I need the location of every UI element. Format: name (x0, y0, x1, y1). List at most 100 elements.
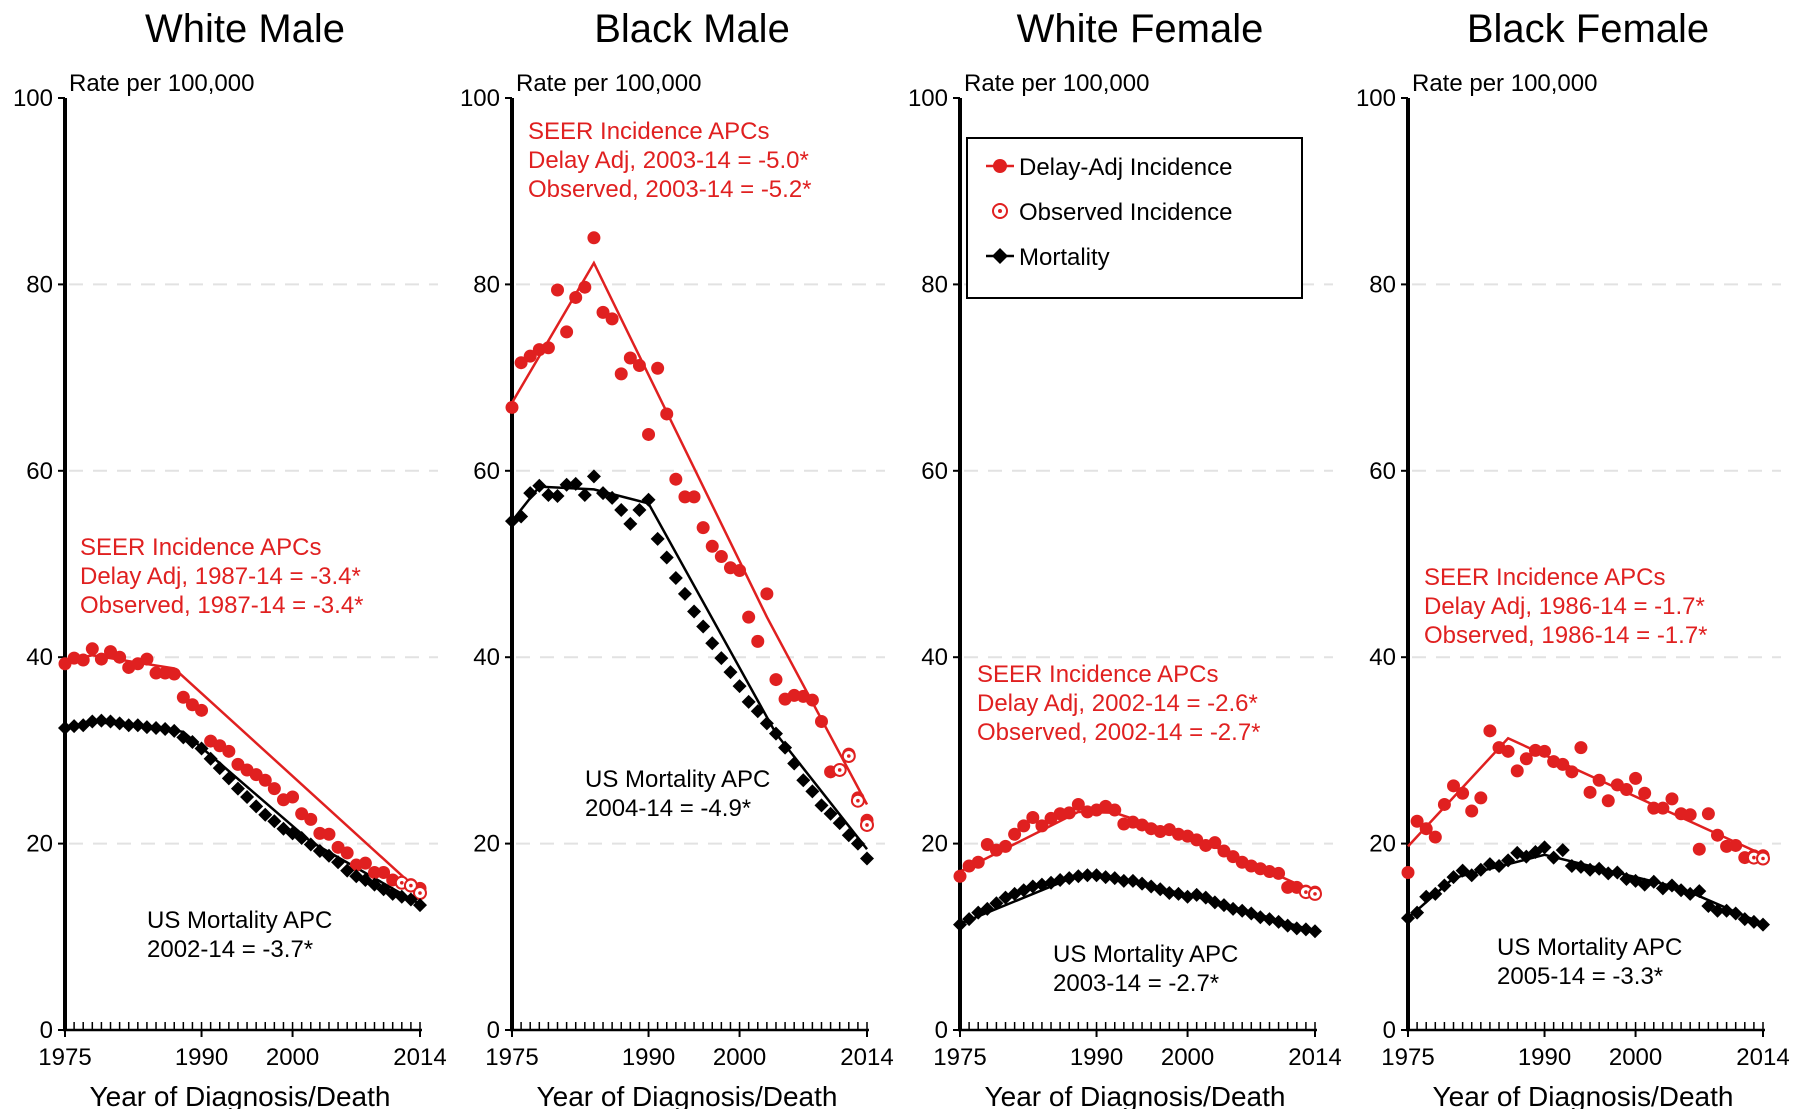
mortality-point (1446, 870, 1461, 885)
delay-adj-incidence-point (596, 305, 610, 319)
mortality-apc-annotation: 2005-14 = -3.3* (1497, 963, 1663, 990)
mortality-point (1289, 921, 1304, 936)
delay-adj-incidence-point (149, 666, 163, 680)
delay-adj-incidence-point (678, 490, 692, 504)
delay-adj-incidence-point (669, 472, 683, 486)
y-tick-label: 80 (921, 271, 948, 298)
x-tick-label: 1975 (933, 1044, 986, 1071)
mortality-point (677, 586, 692, 601)
delay-adj-incidence-point (971, 855, 985, 869)
mortality-point (1089, 868, 1104, 883)
mortality-point (1253, 910, 1268, 925)
mortality-point (1062, 871, 1077, 886)
mortality-point (614, 502, 629, 517)
incidence-apc-annotation: SEER Incidence APCs (528, 118, 769, 145)
delay-adj-incidence-point (523, 349, 537, 363)
y-tick-label: 20 (921, 831, 948, 858)
delay-adj-incidence-point (805, 693, 819, 707)
mortality-point (714, 651, 729, 666)
delay-adj-incidence-point (140, 652, 154, 666)
mortality-point (1692, 884, 1707, 899)
mortality-point (953, 917, 967, 932)
mortality-apc-annotation: 2004-14 = -4.9* (585, 795, 751, 822)
delay-adj-incidence-point (1410, 814, 1424, 828)
delay-adj-incidence-point (1272, 866, 1286, 880)
observed-incidence-point-center (1761, 856, 1765, 861)
mortality-point (321, 848, 336, 863)
mortality-point (532, 478, 547, 493)
incidence-apc-annotation: Delay Adj, 1986-14 = -1.7* (1424, 593, 1705, 620)
y-tick-label: 80 (1369, 271, 1396, 298)
delay-adj-incidence-point (1565, 765, 1579, 779)
y-tick-label: 20 (473, 831, 500, 858)
delay-adj-incidence-point (94, 652, 108, 666)
observed-incidence-point-center (856, 798, 860, 803)
mortality-apc-annotation: 2003-14 = -2.7* (1053, 970, 1219, 997)
delay-adj-incidence-point (267, 782, 281, 796)
legend-marker-diamond (992, 248, 1008, 264)
legend-marker-open-circle-center (998, 209, 1002, 213)
mortality-point (1619, 872, 1634, 887)
y-tick-label: 60 (26, 458, 53, 485)
incidence-apc-annotation: Delay Adj, 2003-14 = -5.0* (528, 147, 809, 174)
mortality-point (267, 814, 282, 829)
delay-adj-incidence-point (358, 856, 372, 870)
delay-adj-incidence-point (1208, 836, 1222, 850)
delay-adj-incidence-point (1281, 880, 1295, 894)
mortality-point (1053, 872, 1068, 887)
delay-adj-incidence-point (1510, 764, 1524, 778)
mortality-point (185, 735, 200, 750)
mortality-point (778, 740, 793, 755)
mortality-point (1546, 850, 1561, 865)
mortality-point (240, 790, 255, 804)
panel-title: Black Male (594, 7, 790, 51)
panel-title: White Female (1017, 7, 1264, 51)
delay-adj-incidence-point (340, 846, 354, 860)
x-tick-label: 1990 (175, 1044, 228, 1071)
delay-adj-incidence-point (1692, 842, 1706, 856)
mortality-point (258, 807, 273, 822)
mortality-point (94, 713, 109, 728)
mortality-point (1308, 924, 1322, 939)
delay-adj-incidence-point (1419, 822, 1433, 836)
delay-adj-incidence-point (514, 356, 528, 370)
incidence-apc-annotation: Delay Adj, 2002-14 = -2.6* (977, 690, 1258, 717)
delay-adj-incidence-point (195, 703, 209, 717)
mortality-point (130, 718, 145, 733)
delay-adj-incidence-point (1428, 830, 1442, 844)
mortality-point (294, 831, 309, 846)
mortality-point (340, 863, 355, 878)
x-tick-label: 2000 (1161, 1044, 1214, 1071)
delay-adj-incidence-point (651, 361, 665, 375)
x-tick-label: 2014 (840, 1044, 893, 1071)
mortality-point (1555, 843, 1570, 858)
y-axis-label: Rate per 100,000 (1412, 70, 1597, 97)
delay-adj-incidence-point (1483, 724, 1497, 738)
mortality-point (85, 714, 100, 729)
x-axis-label: Year of Diagnosis/Death (985, 1081, 1286, 1109)
delay-adj-incidence-point (367, 865, 381, 879)
delay-adj-incidence-point (1638, 786, 1652, 800)
mortality-point (523, 486, 538, 501)
y-tick-label: 60 (1369, 458, 1396, 485)
mortality-point (167, 723, 182, 738)
y-tick-label: 0 (935, 1017, 948, 1044)
incidence-apc-annotation: SEER Incidence APCs (977, 661, 1218, 688)
delay-adj-incidence-point (614, 367, 628, 381)
mortality-point (623, 516, 638, 531)
delay-adj-incidence-point (1008, 827, 1022, 841)
delay-adj-incidence-point (1465, 804, 1479, 818)
mortality-point (1437, 878, 1452, 893)
mortality-point (659, 550, 674, 565)
mortality-point (1162, 885, 1177, 900)
mortality-point (741, 694, 756, 709)
delay-adj-incidence-point (1583, 785, 1597, 799)
mortality-point (1610, 865, 1625, 880)
mortality-point (723, 665, 738, 680)
delay-adj-incidence-point (1062, 806, 1076, 820)
delay-adj-incidence-point (176, 690, 190, 704)
delay-adj-incidence-point (551, 283, 565, 297)
delay-adj-incidence-point (814, 715, 828, 729)
observed-incidence-point-center (1304, 890, 1308, 894)
